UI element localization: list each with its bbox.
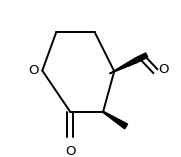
Polygon shape [116,63,130,71]
Polygon shape [130,55,144,65]
Polygon shape [120,61,133,69]
Text: O: O [159,63,169,76]
Polygon shape [110,67,122,74]
Text: O: O [65,145,75,157]
Polygon shape [103,111,128,129]
Polygon shape [133,53,148,63]
Polygon shape [123,59,137,68]
Polygon shape [127,57,140,66]
Polygon shape [113,65,126,72]
Text: O: O [28,64,38,77]
